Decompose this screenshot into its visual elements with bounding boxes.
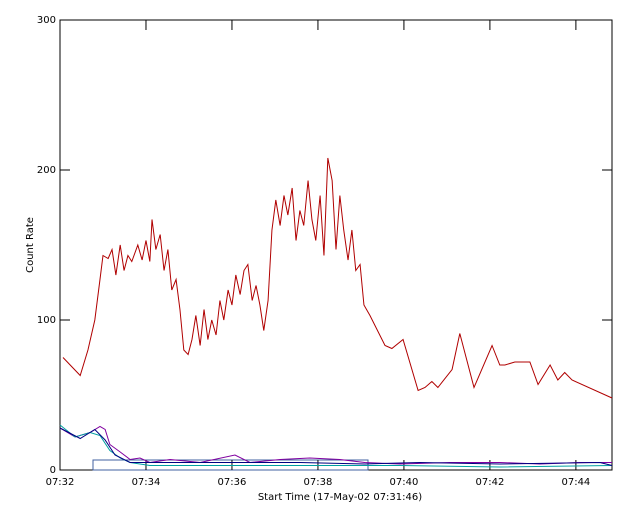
x-tick-label: 07:32 — [46, 477, 75, 488]
x-tick-label: 07:36 — [218, 477, 247, 488]
series-line — [62, 157, 613, 399]
series-line — [59, 425, 612, 465]
x-axis-label: Start Time (17-May-02 07:31:46) — [258, 492, 422, 503]
y-tick-label: 0 — [50, 465, 56, 476]
y-tick-label: 200 — [37, 165, 56, 176]
y-axis-label: Count Rate — [25, 217, 36, 273]
x-tick-label: 07:34 — [132, 477, 161, 488]
x-tick-label: 07:42 — [475, 477, 504, 488]
y-tick-label: 300 — [37, 15, 56, 26]
series-line — [59, 427, 613, 466]
x-tick-label: 07:40 — [390, 477, 419, 488]
x-tick-label: 07:44 — [561, 477, 590, 488]
x-tick-label: 07:38 — [304, 477, 333, 488]
y-tick-label: 100 — [37, 315, 56, 326]
series-line — [59, 424, 613, 468]
